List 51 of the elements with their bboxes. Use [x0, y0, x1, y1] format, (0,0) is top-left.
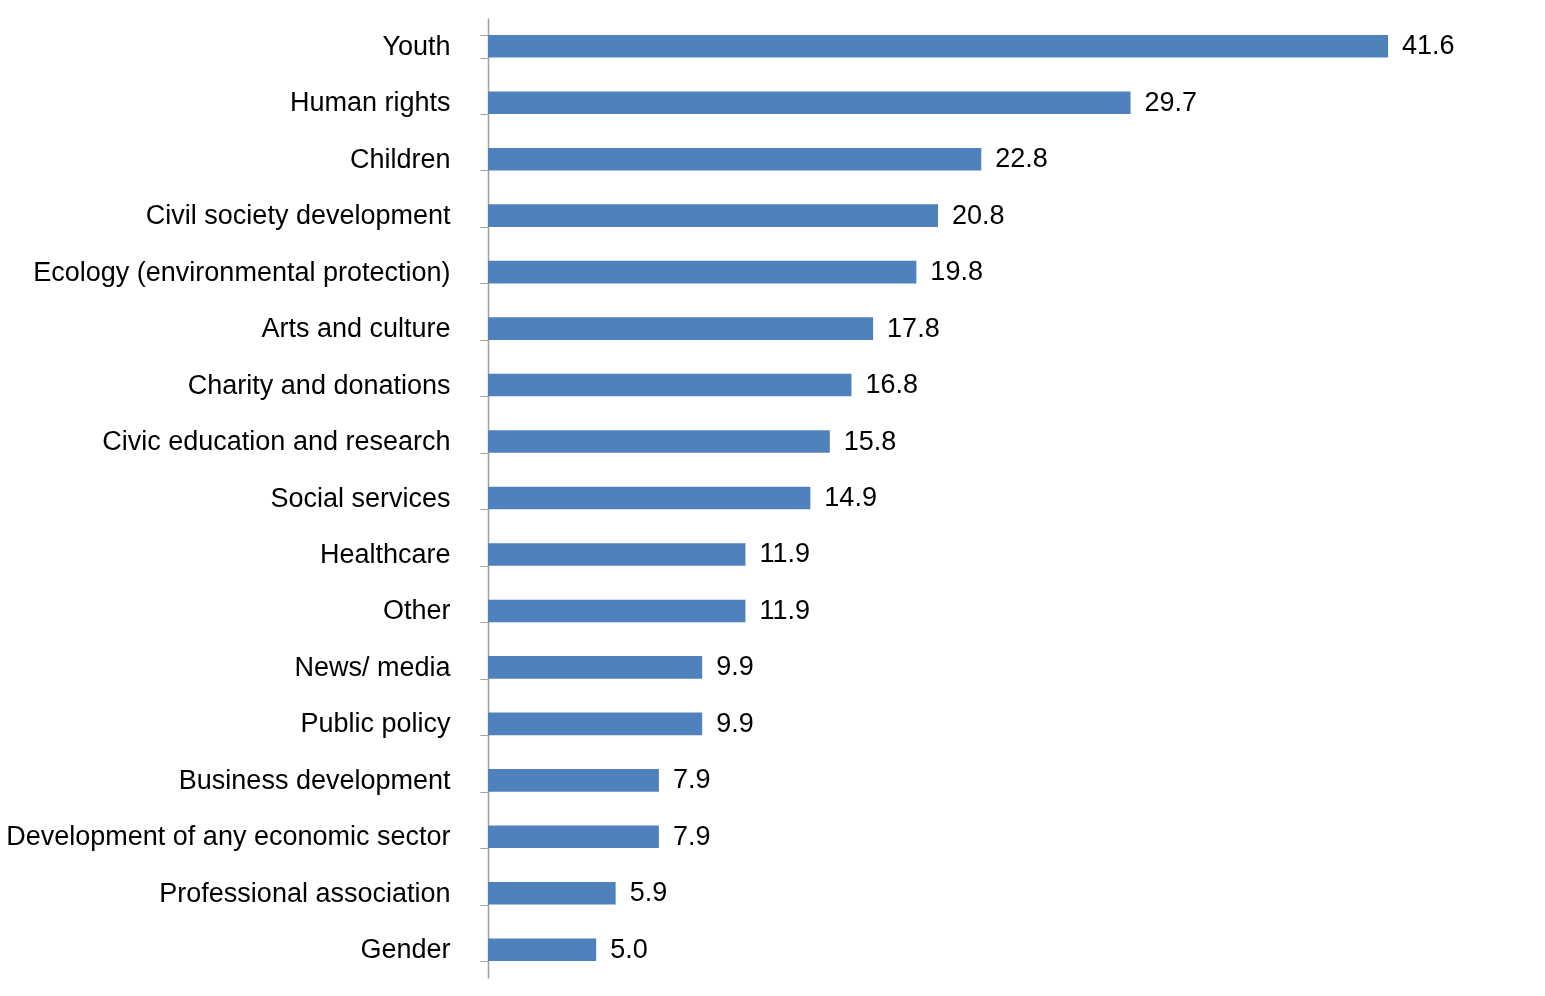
bar	[488, 656, 703, 679]
y-tick-label: Children	[349, 143, 451, 174]
data-label: 22.8	[995, 143, 1048, 174]
y-tick-label: Professional association	[159, 877, 451, 908]
y-tick-label: Charity and donations	[187, 369, 451, 400]
y-tick-label: Public policy	[300, 708, 451, 739]
y-tick-label: Business development	[178, 764, 451, 795]
bar	[488, 204, 938, 227]
data-label: 14.9	[824, 482, 877, 512]
bar	[488, 543, 746, 566]
data-label: 19.8	[930, 256, 983, 287]
y-tick-label: Development of any economic sector	[6, 821, 451, 852]
bar	[488, 938, 597, 962]
data-label: 5.0	[610, 933, 648, 964]
bar	[488, 599, 746, 623]
data-label: 7.9	[672, 820, 711, 851]
y-tick-label: Arts and culture	[261, 313, 451, 344]
data-label: 11.9	[759, 538, 810, 569]
bar	[488, 430, 830, 453]
data-label: 41.6	[1402, 30, 1455, 61]
bar	[488, 34, 1388, 58]
bar	[488, 769, 659, 792]
bar	[488, 825, 659, 849]
bar	[488, 91, 1131, 114]
y-tick-label: Youth	[382, 30, 451, 61]
bar	[488, 260, 917, 284]
data-label: 9.9	[716, 651, 754, 682]
y-tick-label: Other	[382, 595, 451, 626]
bar	[488, 373, 852, 397]
data-label: 5.9	[629, 877, 668, 908]
y-tick-label: Social services	[270, 482, 451, 513]
y-tick-label: Ecology (environmental protection)	[33, 256, 451, 287]
data-label: 11.9	[759, 594, 810, 625]
y-tick-label: Civic education and research	[102, 426, 451, 457]
data-label: 7.9	[672, 764, 711, 795]
data-label: 16.8	[865, 369, 919, 400]
y-tick-label: Human rights	[289, 87, 451, 118]
y-tick-label: Gender	[360, 934, 451, 965]
bar	[488, 147, 982, 171]
y-tick-label: News/ media	[294, 651, 452, 682]
data-label: 15.8	[843, 425, 897, 456]
data-label: 9.9	[716, 707, 754, 738]
data-label: 29.7	[1144, 86, 1198, 117]
data-label: 17.8	[887, 312, 940, 343]
bar	[488, 882, 616, 905]
y-tick-label: Civil society development	[145, 200, 451, 231]
bar	[488, 486, 811, 510]
bar	[488, 317, 874, 340]
data-label: 20.8	[952, 199, 1005, 230]
y-tick-label: Healthcare	[319, 538, 451, 569]
bar	[488, 712, 703, 736]
